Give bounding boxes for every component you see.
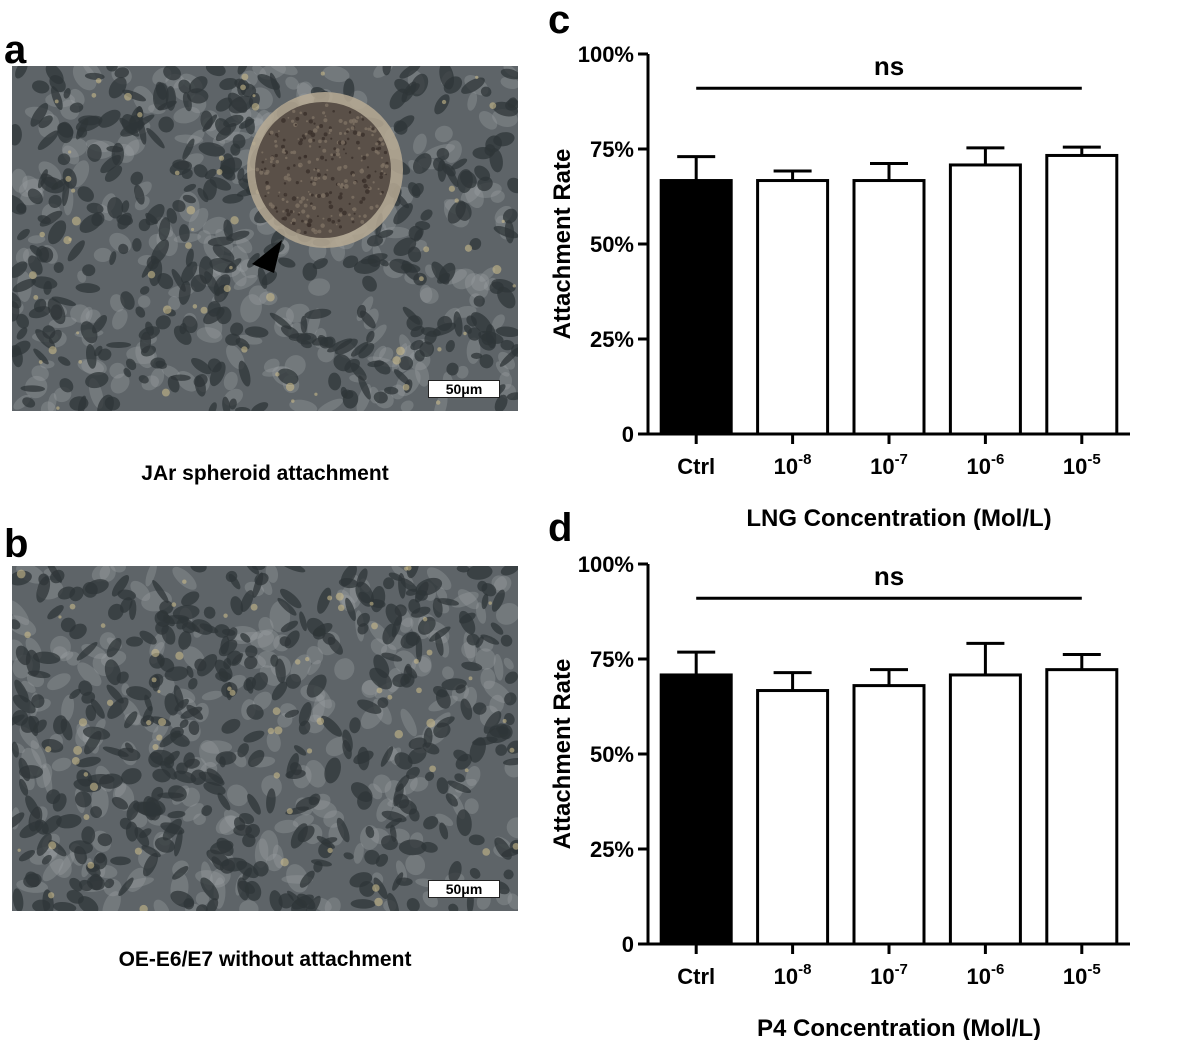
bar — [852, 179, 926, 436]
x-tick-label: Ctrl — [677, 454, 715, 479]
caption-b: OE-E6/E7 without attachment — [118, 948, 412, 971]
chart-c-svg: 0 25% 50% 75% 100% Attachment Rate Ctrl 10-8 10-… — [549, 42, 1130, 530]
bar — [948, 673, 1022, 946]
bar — [756, 689, 830, 946]
bar — [1045, 668, 1119, 946]
chart-c: 0 25% 50% 75% 100% Attachment Rate Ctrl 10-8 10-… — [540, 30, 1180, 530]
y-axis-label: Attachment Rate — [549, 659, 576, 850]
y-tick-label: 75% — [590, 137, 634, 162]
panel-letter-a: a — [4, 28, 27, 72]
x-tick-label: 10-7 — [870, 451, 908, 479]
significance-label: ns — [874, 561, 904, 591]
x-tick-label: Ctrl — [677, 964, 715, 989]
x-axis-label: P4 Concentration (Mol/L) — [757, 1015, 1041, 1040]
y-tick-label: 25% — [590, 837, 634, 862]
bar — [659, 673, 733, 946]
micrograph-b: 50μm — [12, 566, 518, 911]
x-axis-label: LNG Concentration (Mol/L) — [746, 505, 1051, 530]
bar — [948, 163, 1022, 436]
chart-d-svg: 0 25% 50% 75% 100% Attachment Rate Ctrl 10-8 10-… — [549, 552, 1130, 1040]
scale-bar-b: 50μm — [428, 880, 500, 898]
y-tick-label: 100% — [578, 42, 634, 67]
panel-letter-d: d — [548, 506, 573, 550]
micrograph-a-image — [12, 66, 518, 411]
x-tick-label: 10-8 — [774, 451, 812, 479]
x-tick-label: 10-6 — [966, 961, 1004, 989]
micrograph-a: 50μm — [12, 66, 518, 411]
x-tick-label: 10-5 — [1063, 961, 1101, 989]
bar — [1045, 153, 1119, 436]
bar — [756, 179, 830, 436]
significance-label: ns — [874, 51, 904, 81]
x-tick-label: 10-6 — [966, 451, 1004, 479]
y-tick-label: 25% — [590, 327, 634, 352]
y-tick-label: 75% — [590, 647, 634, 672]
panel-letter-b: b — [4, 522, 29, 566]
y-tick-label: 50% — [590, 742, 634, 767]
panel-letter-c: c — [548, 0, 571, 42]
x-tick-label: 10-5 — [1063, 451, 1101, 479]
scale-bar-a: 50μm — [428, 380, 500, 398]
y-tick-label: 0 — [622, 422, 634, 447]
caption-a: JAr spheroid attachment — [141, 462, 389, 485]
x-tick-label: 10-8 — [774, 961, 812, 989]
y-tick-label: 100% — [578, 552, 634, 577]
y-axis-label: Attachment Rate — [549, 149, 576, 340]
y-tick-label: 50% — [590, 232, 634, 257]
chart-d: 0 25% 50% 75% 100% Attachment Rate Ctrl 10-8 10-… — [540, 540, 1180, 1040]
x-tick-label: 10-7 — [870, 961, 908, 989]
y-tick-label: 0 — [622, 932, 634, 957]
micrograph-b-image — [12, 566, 518, 911]
bar — [659, 179, 733, 436]
bar — [852, 684, 926, 946]
